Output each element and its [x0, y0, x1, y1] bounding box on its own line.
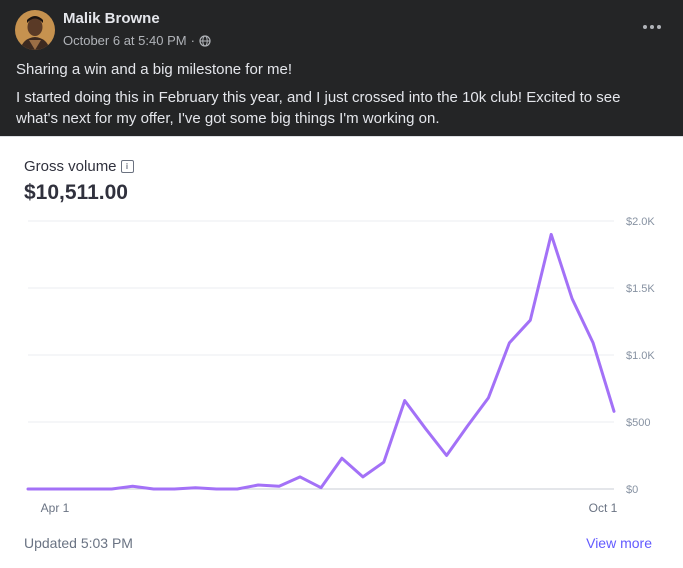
post-meta: October 6 at 5:40 PM · [63, 33, 211, 48]
gross-volume-chart: $2.0K $1.5K $1.0K $500 $0 Apr 1 Oct 1 [0, 137, 683, 527]
globe-icon[interactable] [199, 35, 211, 47]
post-header: Malik Browne October 6 at 5:40 PM · [0, 0, 683, 58]
y-tick-label: $2.0K [626, 216, 655, 228]
more-options-icon[interactable] [641, 16, 663, 38]
y-tick-label: $1.0K [626, 350, 655, 362]
author-name[interactable]: Malik Browne [63, 10, 160, 27]
series-line [28, 234, 614, 489]
post-timestamp[interactable]: October 6 at 5:40 PM [63, 33, 187, 48]
y-tick-label: $0 [626, 484, 638, 496]
y-tick-label: $500 [626, 417, 650, 429]
avatar-icon [15, 10, 55, 50]
y-tick-label: $1.5K [626, 283, 655, 295]
view-more-link[interactable]: View more [586, 535, 652, 551]
x-tick-label: Apr 1 [41, 501, 70, 515]
post-paragraph: Sharing a win and a big milestone for me… [16, 59, 656, 80]
updated-time: Updated 5:03 PM [24, 535, 133, 551]
x-tick-label: Oct 1 [589, 501, 618, 515]
post-paragraph: I started doing this in February this ye… [16, 87, 656, 129]
gross-volume-card[interactable]: Gross volume i $10,511.00 $2.0K$1.5K$1.0… [0, 136, 683, 568]
post-body: Sharing a win and a big milestone for me… [16, 59, 656, 136]
meta-separator: · [191, 33, 195, 48]
avatar[interactable] [15, 10, 55, 50]
